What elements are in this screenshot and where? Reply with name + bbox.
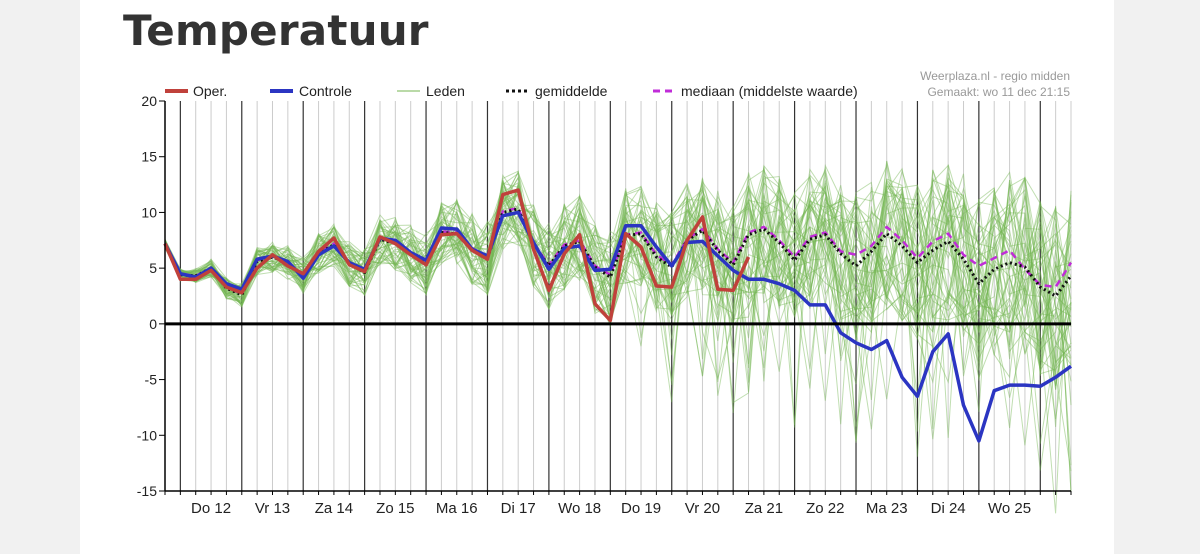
legend-oper-label: Oper. [193,83,227,99]
y-tick-label: -5 [145,372,158,388]
legend: Oper. Controle Leden gemiddelde mediaan … [165,83,858,99]
x-tick-label: Do 19 [621,500,661,517]
axes: 20 15 10 5 0 -5 -10 -15 Do 12 Vr 13 Za 14 Zo 15 Ma 1… [137,93,1072,517]
member-line [164,190,1072,357]
grid [164,101,1072,491]
temperature-chart: 20 15 10 5 0 -5 -10 -15 Do 12 Vr 13 Za 14 Zo 15 Ma 1… [137,69,1073,517]
x-tick-label: Zo 15 [376,500,414,517]
y-tick-label: -15 [137,483,157,499]
legend-controle-label: Controle [299,83,352,99]
y-tick-label: 0 [149,316,157,332]
member-line [164,185,1072,345]
x-tick-label: Za 14 [315,500,353,517]
x-tick-label: Wo 18 [558,500,601,517]
member-line [164,182,1072,429]
member-line [164,172,1072,403]
x-tick-label: Zo 22 [806,500,844,517]
series-line-oper [163,188,751,323]
series-line-controle [163,210,1073,443]
series-lines [163,188,1073,443]
member-line [164,185,1072,375]
x-tick-label: Di 17 [501,500,536,517]
x-tick-label: Vr 13 [255,500,290,517]
legend-leden-label: Leden [426,83,465,99]
member-line [164,163,1072,419]
legend-gemiddelde-label: gemiddelde [535,83,608,99]
chart-card: Temperatuur 20 15 10 5 0 -5 -10 -15 Do 12 Vr 13 Za… [80,0,1114,554]
x-tick-label: Ma 16 [436,500,478,517]
x-tick-label: Di 24 [931,500,966,517]
member-line [164,183,1072,369]
member-line [164,164,1072,466]
member-line [164,169,1072,471]
member-line [164,183,1072,438]
credit-created: Gemaakt: wo 11 dec 21:15 [927,85,1070,99]
member-line [164,169,1072,382]
y-tick-label: 10 [141,204,157,220]
y-tick-label: 20 [141,93,157,109]
member-line [164,188,1072,446]
member-line [164,160,1072,514]
member-line [164,172,1072,428]
member-line [164,175,1072,364]
ensemble-members-leden [164,160,1072,514]
x-tick-label: Za 21 [745,500,783,517]
y-tick-label: -10 [137,427,157,443]
credit-source: Weerplaza.nl - regio midden [920,69,1070,83]
x-tick-label: Do 12 [191,500,231,517]
x-tick-label: Ma 23 [866,500,908,517]
member-line [164,179,1072,494]
y-tick-label: 15 [141,149,157,165]
y-tick-label: 5 [149,260,157,276]
x-tick-label: Wo 25 [988,500,1031,517]
x-tick-label: Vr 20 [685,500,720,517]
legend-mediaan-label: mediaan (middelste waarde) [681,83,858,99]
member-line [164,164,1072,443]
page-title: Temperatuur [123,6,429,55]
